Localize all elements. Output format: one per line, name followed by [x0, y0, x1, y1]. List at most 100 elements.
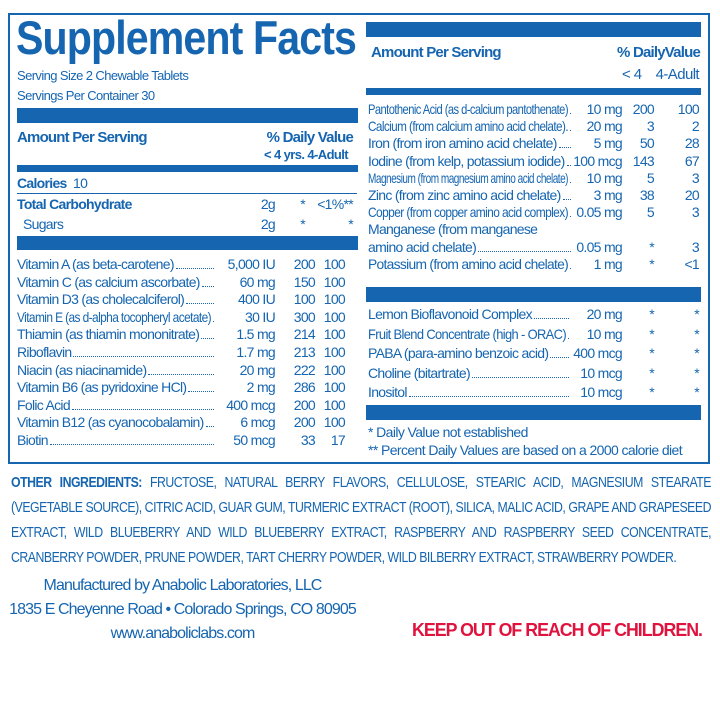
- nutrient-row: Zinc (from zinc amino acid chelate) 3 mg 3…: [368, 187, 700, 204]
- nutrient-name-cell: Potassium (from amino acid chelate) 1 mg: [368, 255, 623, 273]
- dot-leader: [73, 356, 214, 357]
- dot-leader: [175, 268, 214, 269]
- daily-value-under-4: 38: [639, 187, 655, 203]
- nutrient-name-cell: Choline (bitartrate) 10 mcg: [368, 365, 623, 382]
- nutrient-amount: 20 mg: [239, 361, 276, 378]
- nutrient-name: Calcium (from calcium amino acid chelate…: [368, 118, 569, 135]
- nutrient-name-cell: Vitamin E (as d-alpha tocopheryl acetate…: [17, 309, 276, 326]
- dot-leader: [186, 303, 214, 305]
- daily-value-under-4: 33: [300, 432, 316, 448]
- nutrient-name-cell: PABA (para-amino benzoic acid) 400 mcg: [368, 345, 623, 362]
- nutrient-amount: 1.7 mg: [236, 344, 275, 360]
- nutrient-row: Niacin (as niacinamide) 20 mg 222 100: [17, 361, 346, 379]
- nutrient-name-cell: Zinc (from zinc amino acid chelate) 3 mg: [368, 187, 623, 204]
- daily-value-header: % Daily Value: [266, 129, 354, 146]
- daily-value-under-4: *: [300, 216, 305, 232]
- nutrient-row: Iodine (from kelp, potassium iodide) 100 …: [368, 152, 700, 170]
- nutrient-name-cell: Fruit Blend Concentrate (high - ORAC) 10 …: [368, 325, 623, 343]
- daily-value-adult: *: [348, 216, 353, 232]
- nutrient-name-cell: Vitamin A (as beta-carotene) 5,000 IU: [17, 256, 276, 273]
- other-ingredients-label: OTHER INGREDIENTS:: [11, 474, 142, 491]
- manufacturer-address: 1835 E Cheyenne Road • Colorado Springs,…: [9, 601, 357, 618]
- daily-value-adult: 100: [323, 256, 346, 272]
- nutrient-row: Magnesium (from magnesium amino acid che…: [368, 169, 700, 187]
- dot-leader: [558, 147, 571, 149]
- nutrient-name-cell: Iron (from iron amino acid chelate) 5 mg: [368, 135, 623, 152]
- nutrient-name: Vitamin B12 (as cyanocobalamin): [17, 414, 204, 431]
- nutrient-name-cell: Niacin (as niacinamide) 20 mg: [17, 361, 276, 379]
- nutrient-name-cell: Total Carbohydrate 2g: [17, 196, 276, 213]
- daily-value-adult: 3: [691, 204, 700, 221]
- nutrient-amount: 1.5 mg: [236, 326, 275, 343]
- nutrient-row: Inositol 10 mcg * *: [368, 384, 700, 401]
- nutrient-row: Riboflavin 1.7 mg 213 100: [17, 344, 346, 361]
- daily-value-adult: *: [694, 364, 699, 381]
- footnote-dv-not-established: * Daily Value not established: [368, 424, 528, 440]
- daily-value-adult: 100: [323, 308, 346, 325]
- other-ingredients-text: FRUCTOSE, NATURAL BERRY FLAVORS, CELLULO…: [11, 474, 711, 566]
- daily-value-adult: *: [694, 384, 699, 400]
- manufacturer-website[interactable]: www.anaboliclabs.com: [110, 625, 256, 642]
- daily-value-under-4: *: [300, 196, 305, 212]
- dot-leader: [71, 408, 214, 410]
- manufacturer-name-line: Manufactured by Anabolic Laboratories, L…: [0, 576, 365, 595]
- nutrient-name: Zinc (from zinc amino acid chelate): [368, 187, 561, 203]
- nutrient-row: Vitamin E (as d-alpha tocopheryl acetate…: [17, 308, 346, 326]
- child-safety-warning: KEEP OUT OF REACH OF CHILDREN.: [412, 620, 703, 640]
- dot-leader: [570, 130, 571, 132]
- divider-bar: [17, 236, 358, 250]
- nutrient-amount: 20 mg: [586, 306, 623, 322]
- dot-leader: [213, 320, 214, 322]
- nutrient-name-cell: Pantothenic Acid (as d-calcium pantothen…: [368, 101, 623, 118]
- daily-value-under-4: 200: [293, 256, 316, 272]
- dot-leader: [570, 181, 571, 183]
- nutrient-amount: 10 mg: [586, 169, 623, 186]
- nutrient-name: Copper (from copper amino acid complex): [368, 204, 569, 221]
- nutrient-row: Vitamin A (as beta-carotene) 5,000 IU 200 1…: [17, 256, 346, 273]
- nutrient-row: Pantothenic Acid (as d-calcium pantothen…: [368, 101, 700, 118]
- nutrient-amount: 2g: [260, 196, 276, 212]
- nutrient-name-cell: Calcium (from calcium amino acid chelate…: [368, 118, 623, 135]
- daily-value-adult: *: [694, 325, 699, 342]
- daily-value-adult: 100: [323, 379, 346, 396]
- nutrient-name: Pantothenic Acid (as d-calcium pantothen…: [368, 101, 569, 117]
- daily-value-adult: 100: [323, 414, 346, 431]
- nutrient-row: Lemon Bioflavonoid Complex 20 mg * *: [368, 306, 700, 323]
- daily-value-under-4: 200: [632, 101, 655, 117]
- daily-value-under-4: 150: [293, 273, 316, 290]
- other-ingredients: OTHER INGREDIENTS: FRUCTOSE, NATURAL BER…: [11, 470, 711, 570]
- calories-value: 10: [73, 175, 88, 191]
- nutrient-row: Potassium (from amino acid chelate) 1 mg *…: [368, 255, 700, 273]
- daily-value-adult: 2: [691, 118, 700, 135]
- daily-value-under-4: 100: [293, 291, 316, 308]
- daily-value-adult: 100: [323, 344, 346, 360]
- nutrient-name-cell: Lemon Bioflavonoid Complex 20 mg: [368, 306, 623, 323]
- nutrient-name-cell: Biotin 50 mcg: [17, 432, 276, 449]
- daily-value-adult: <1: [684, 255, 699, 272]
- divider-bar: [366, 405, 701, 420]
- nutrient-amount: 100 mcg: [573, 152, 622, 169]
- daily-value-subheader: < 4 yrs. 4-Adult: [264, 147, 349, 162]
- nutrient-name-cell: Vitamin B12 (as cyanocobalamin) 6 mcg: [17, 414, 276, 431]
- nutrient-amount: 20 mg: [586, 118, 623, 135]
- divider-bar: [17, 108, 358, 123]
- daily-value-adult: 67: [684, 152, 700, 169]
- daily-value-adult: 100: [323, 361, 346, 378]
- daily-value-adult: 17: [330, 432, 346, 448]
- daily-value-adult: 100: [323, 273, 346, 290]
- nutrient-amount: 1 mg: [593, 255, 623, 272]
- daily-value-adult: 28: [684, 135, 700, 152]
- nutrient-name: Fruit Blend Concentrate (high - ORAC): [368, 325, 567, 342]
- divider-bar: [366, 22, 701, 37]
- dot-leader: [471, 376, 569, 378]
- nutrient-name: Lemon Bioflavonoid Complex: [368, 306, 533, 322]
- dot-leader: [201, 285, 214, 287]
- footnote-calorie-diet: ** Percent Daily Values are based on a 2…: [368, 442, 683, 458]
- daily-value-under-4: 286: [293, 379, 316, 396]
- daily-value-under-4: 3: [646, 118, 655, 135]
- daily-value-adult: 3: [691, 169, 700, 186]
- nutrient-amount: 0.05 mg: [576, 238, 622, 255]
- nutrient-name: Vitamin D3 (as cholecalciferol): [17, 291, 185, 308]
- nutrient-name: Potassium (from amino acid chelate): [368, 255, 569, 272]
